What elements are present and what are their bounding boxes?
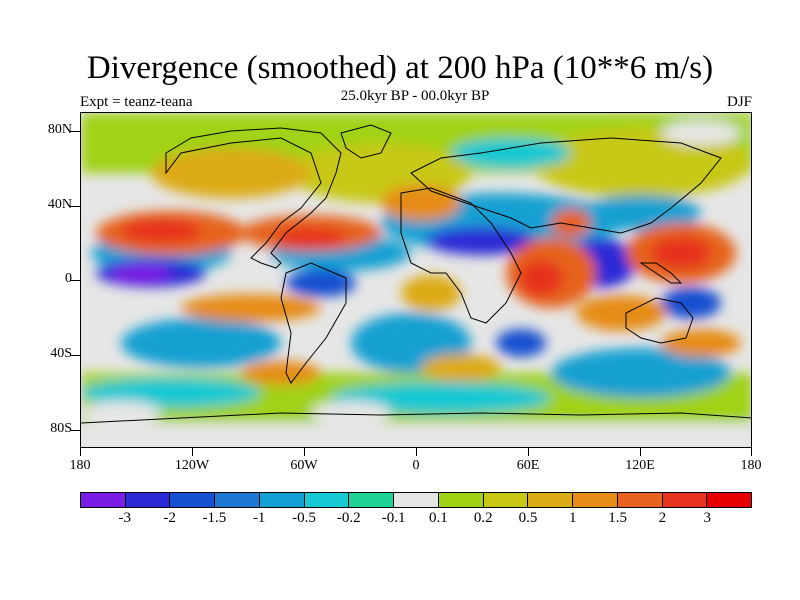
x-tick-label: 60W	[290, 458, 318, 473]
colorbar-label: -1	[252, 510, 266, 526]
y-tick-label: 40S	[50, 346, 72, 361]
y-tick-label: 40N	[47, 197, 72, 212]
north-america-outline	[165, 127, 342, 269]
plot-title: Divergence (smoothed) at 200 hPa (10**6 …	[86, 50, 714, 86]
colorbar-label: 3	[703, 510, 711, 526]
antarctica-outline	[81, 412, 751, 424]
y-tick	[70, 131, 80, 132]
colorbar-swatch	[617, 493, 663, 507]
colorbar-label: -2	[163, 510, 176, 526]
x-tick-label: 0	[412, 458, 420, 473]
colorbar-label: 0.1	[429, 510, 448, 526]
australia-outline	[625, 297, 694, 344]
x-tick-label: 120W	[174, 458, 210, 473]
colorbar-label: -1.5	[202, 510, 227, 526]
colorbar-swatch	[662, 493, 708, 507]
y-tick-label: 0	[65, 271, 72, 286]
greenland-outline	[340, 124, 392, 159]
colorbar-swatch	[259, 493, 305, 507]
south-america-outline	[280, 262, 347, 384]
map-canvas	[81, 113, 751, 447]
x-tick	[416, 448, 417, 456]
colorbar-swatch	[394, 493, 439, 507]
colorbar-swatch	[170, 493, 216, 507]
colorbar-swatch	[215, 493, 260, 507]
colorbar-swatch	[483, 493, 529, 507]
y-tick	[70, 280, 80, 281]
colorbar-label: -0.5	[292, 510, 316, 526]
colorbar-swatch	[125, 493, 171, 507]
divergence-map	[80, 112, 752, 448]
eurasia-outline	[410, 137, 722, 234]
experiment-label: Expt = teanz-teana	[80, 94, 193, 110]
y-tick	[70, 206, 80, 207]
colorbar-label: 2	[658, 510, 667, 526]
x-tick	[304, 448, 305, 456]
x-tick-label: 60E	[516, 458, 540, 473]
x-tick-label: 180	[69, 458, 91, 473]
colorbar-swatch	[81, 493, 126, 507]
maritime-continent-outline	[639, 262, 683, 284]
colorbar-label: 1	[569, 510, 577, 526]
y-tick-label: 80S	[50, 421, 72, 436]
season-label: DJF	[726, 94, 752, 110]
x-tick	[80, 448, 81, 456]
colorbar-label: 0.2	[473, 510, 493, 526]
x-tick-label: 180	[740, 458, 762, 473]
colorbar-swatch	[528, 493, 574, 507]
y-tick-label: 80N	[47, 122, 72, 137]
plot-subtitle: 25.0kyr BP - 00.0kyr BP	[340, 88, 490, 104]
colorbar-swatch	[304, 493, 350, 507]
x-tick	[528, 448, 529, 456]
colorbar	[80, 492, 752, 508]
colorbar-swatch	[349, 493, 395, 507]
colorbar-swatch	[707, 493, 752, 507]
colorbar-label: 0.5	[518, 510, 538, 526]
colorbar-label: 1.5	[608, 510, 627, 526]
africa-outline	[400, 187, 522, 324]
y-tick	[70, 430, 80, 431]
x-tick	[640, 448, 641, 456]
colorbar-swatch	[438, 493, 484, 507]
x-tick-label: 120E	[625, 458, 655, 473]
divergence-field	[81, 113, 751, 447]
colorbar-label: -0.1	[381, 510, 406, 526]
y-tick	[70, 355, 80, 356]
colorbar-swatch	[573, 493, 618, 507]
x-tick	[751, 448, 752, 456]
colorbar-label: -3	[118, 510, 132, 526]
colorbar-label: -0.2	[336, 510, 361, 526]
coastlines	[81, 124, 751, 424]
x-tick	[192, 448, 193, 456]
